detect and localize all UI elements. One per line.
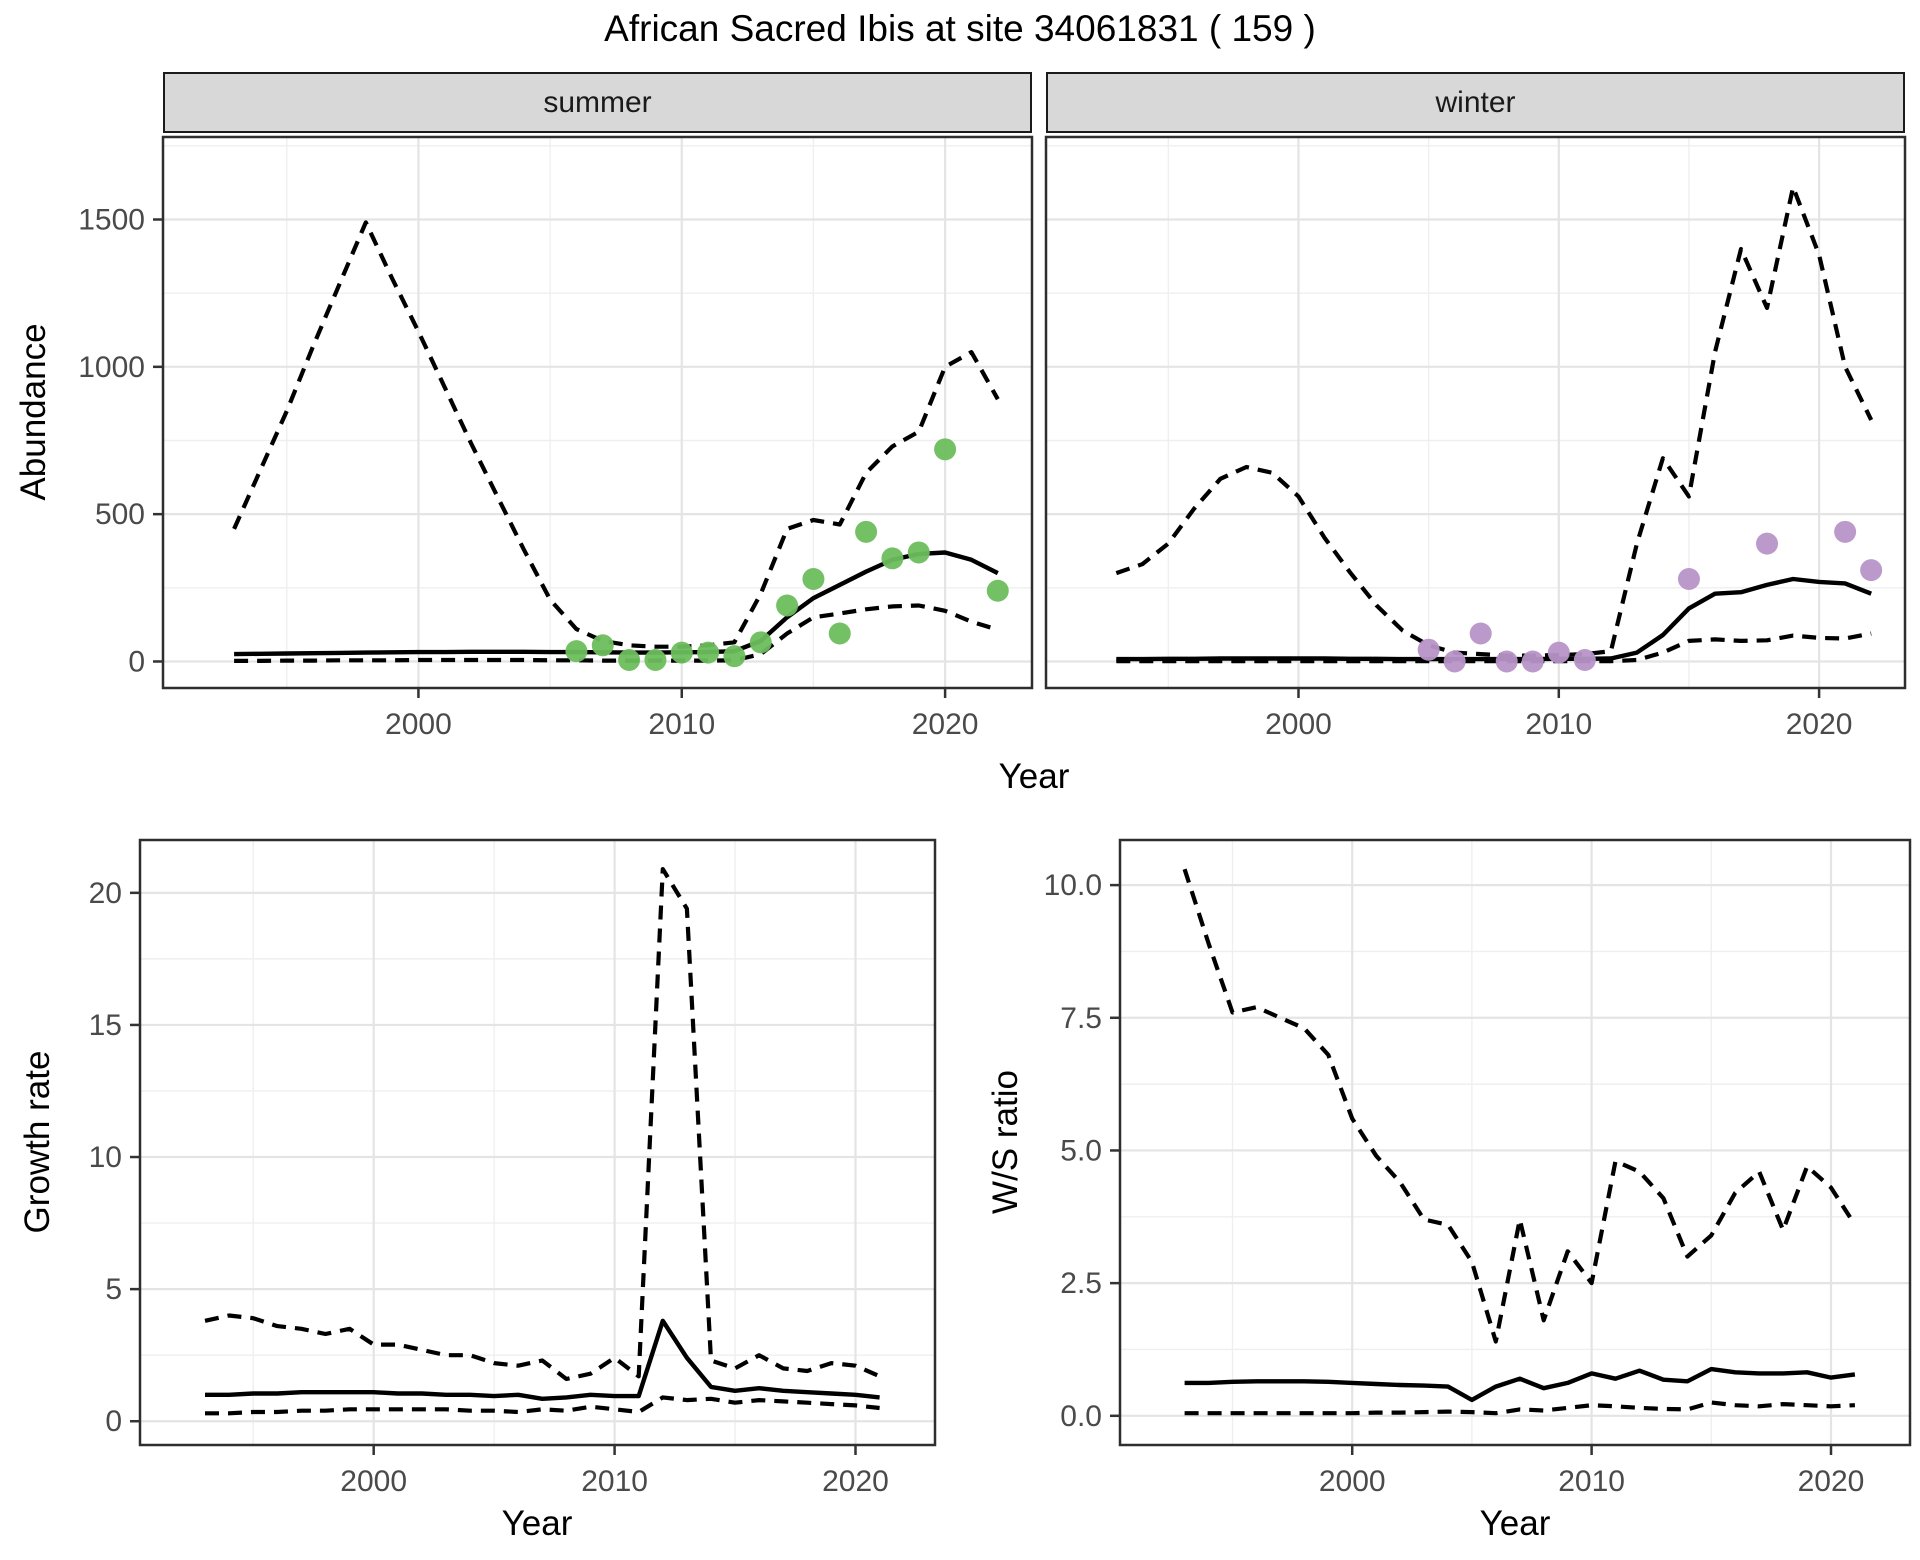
series-median_fit-abundance-winter: [1116, 576, 1873, 662]
x-tick-label: 2020: [912, 708, 979, 741]
obs-point-abundance-summer: [828, 622, 851, 645]
panel-border-ws-ratio: [1118, 838, 1912, 1447]
obs-point-abundance-winter: [1860, 559, 1883, 582]
series-upper_ci-growth-rate: [204, 867, 881, 1382]
y-axis-title-ws-ratio: W/S ratio: [986, 1070, 1025, 1214]
x-tick-label: 2020: [1798, 1465, 1865, 1498]
x-tick-label: 2000: [1319, 1465, 1386, 1498]
obs-point-abundance-summer: [591, 634, 614, 657]
y-axis-title-growth-rate: Growth rate: [18, 1050, 57, 1234]
obs-point-abundance-summer: [907, 541, 930, 564]
obs-point-abundance-summer: [776, 594, 799, 617]
x-axis-title-year-bottom-left: Year: [501, 1504, 573, 1543]
y-tick-label: 5.0: [1060, 1134, 1102, 1167]
obs-point-abundance-winter: [1417, 638, 1440, 661]
x-tick-label: 2010: [581, 1465, 648, 1498]
obs-point-abundance-winter: [1469, 622, 1492, 645]
series-lower_ci-ws-ratio: [1184, 1400, 1855, 1416]
y-tick-label: 1500: [78, 204, 145, 237]
panel-background-abundance-winter: [1046, 137, 1905, 688]
series-upper_ci-abundance-summer: [232, 220, 1000, 649]
obs-point-abundance-summer: [670, 641, 693, 664]
x-tick-label: 2010: [1558, 1465, 1625, 1498]
obs-point-abundance-summer: [802, 567, 825, 590]
x-tick-label: 2020: [822, 1465, 889, 1498]
facet-strip-winter: winter: [1046, 72, 1905, 133]
facet-strip-winter-label: winter: [1435, 85, 1516, 119]
obs-point-abundance-winter: [1573, 649, 1596, 672]
page-title: African Sacred Ibis at site 34061831 ( 1…: [604, 8, 1316, 49]
panel-border-abundance-summer: [161, 135, 1034, 690]
facet-strip-summer: summer: [163, 72, 1032, 133]
obs-point-abundance-winter: [1547, 641, 1570, 664]
series-median_fit-ws-ratio: [1184, 1366, 1856, 1403]
x-tick-label: 2000: [340, 1465, 407, 1498]
y-tick-label: 15: [89, 1009, 122, 1042]
obs-point-abundance-summer: [565, 640, 588, 663]
y-tick-label: 0: [105, 1405, 122, 1438]
x-tick-label: 2010: [648, 708, 715, 741]
series-median_fit-growth-rate: [205, 1318, 880, 1401]
panel-border-growth-rate: [138, 838, 937, 1447]
y-tick-label: 500: [95, 498, 145, 531]
y-tick-label: 10: [89, 1141, 122, 1174]
obs-point-abundance-summer: [644, 649, 667, 672]
obs-point-abundance-winter: [1756, 532, 1779, 555]
series-upper_ci-ws-ratio: [1182, 868, 1857, 1344]
obs-point-abundance-summer: [749, 631, 772, 654]
y-tick-label: 5: [105, 1273, 122, 1306]
obs-point-abundance-summer: [855, 520, 878, 543]
obs-point-abundance-summer: [986, 579, 1009, 602]
obs-point-abundance-winter: [1834, 520, 1857, 543]
x-tick-label: 2000: [385, 708, 452, 741]
x-axis-title-year-top: Year: [998, 757, 1070, 796]
x-axis-title-year-bottom-right: Year: [1479, 1504, 1551, 1543]
y-tick-label: 20: [89, 877, 122, 910]
y-tick-label: 10.0: [1044, 869, 1102, 902]
y-axis-title-abundance: Abundance: [14, 323, 53, 501]
obs-point-abundance-winter: [1495, 650, 1518, 673]
x-tick-label: 2000: [1265, 708, 1332, 741]
facet-strip-summer-label: summer: [543, 85, 652, 119]
obs-point-abundance-winter: [1521, 650, 1544, 673]
obs-point-abundance-summer: [618, 649, 641, 672]
series-lower_ci-abundance-summer: [234, 603, 999, 663]
y-tick-label: 7.5: [1060, 1002, 1102, 1035]
y-tick-label: 0: [128, 645, 145, 678]
panel-background-growth-rate: [140, 840, 935, 1445]
obs-point-abundance-winter: [1677, 567, 1700, 590]
x-tick-label: 2010: [1525, 708, 1592, 741]
x-tick-label: 2020: [1786, 708, 1853, 741]
series-upper_ci-abundance-winter: [1115, 185, 1874, 658]
panel-background-abundance-summer: [163, 137, 1032, 688]
y-tick-label: 1000: [78, 351, 145, 384]
obs-point-abundance-summer: [934, 438, 957, 461]
obs-point-abundance-summer: [697, 641, 720, 664]
series-median_fit-abundance-summer: [234, 550, 999, 657]
y-tick-label: 0.0: [1060, 1400, 1102, 1433]
y-tick-label: 2.5: [1060, 1267, 1102, 1300]
panel-background-ws-ratio: [1120, 840, 1910, 1445]
obs-point-abundance-winter: [1443, 650, 1466, 673]
obs-point-abundance-summer: [723, 645, 746, 668]
obs-point-abundance-summer: [881, 547, 904, 570]
panel-border-abundance-winter: [1044, 135, 1907, 690]
